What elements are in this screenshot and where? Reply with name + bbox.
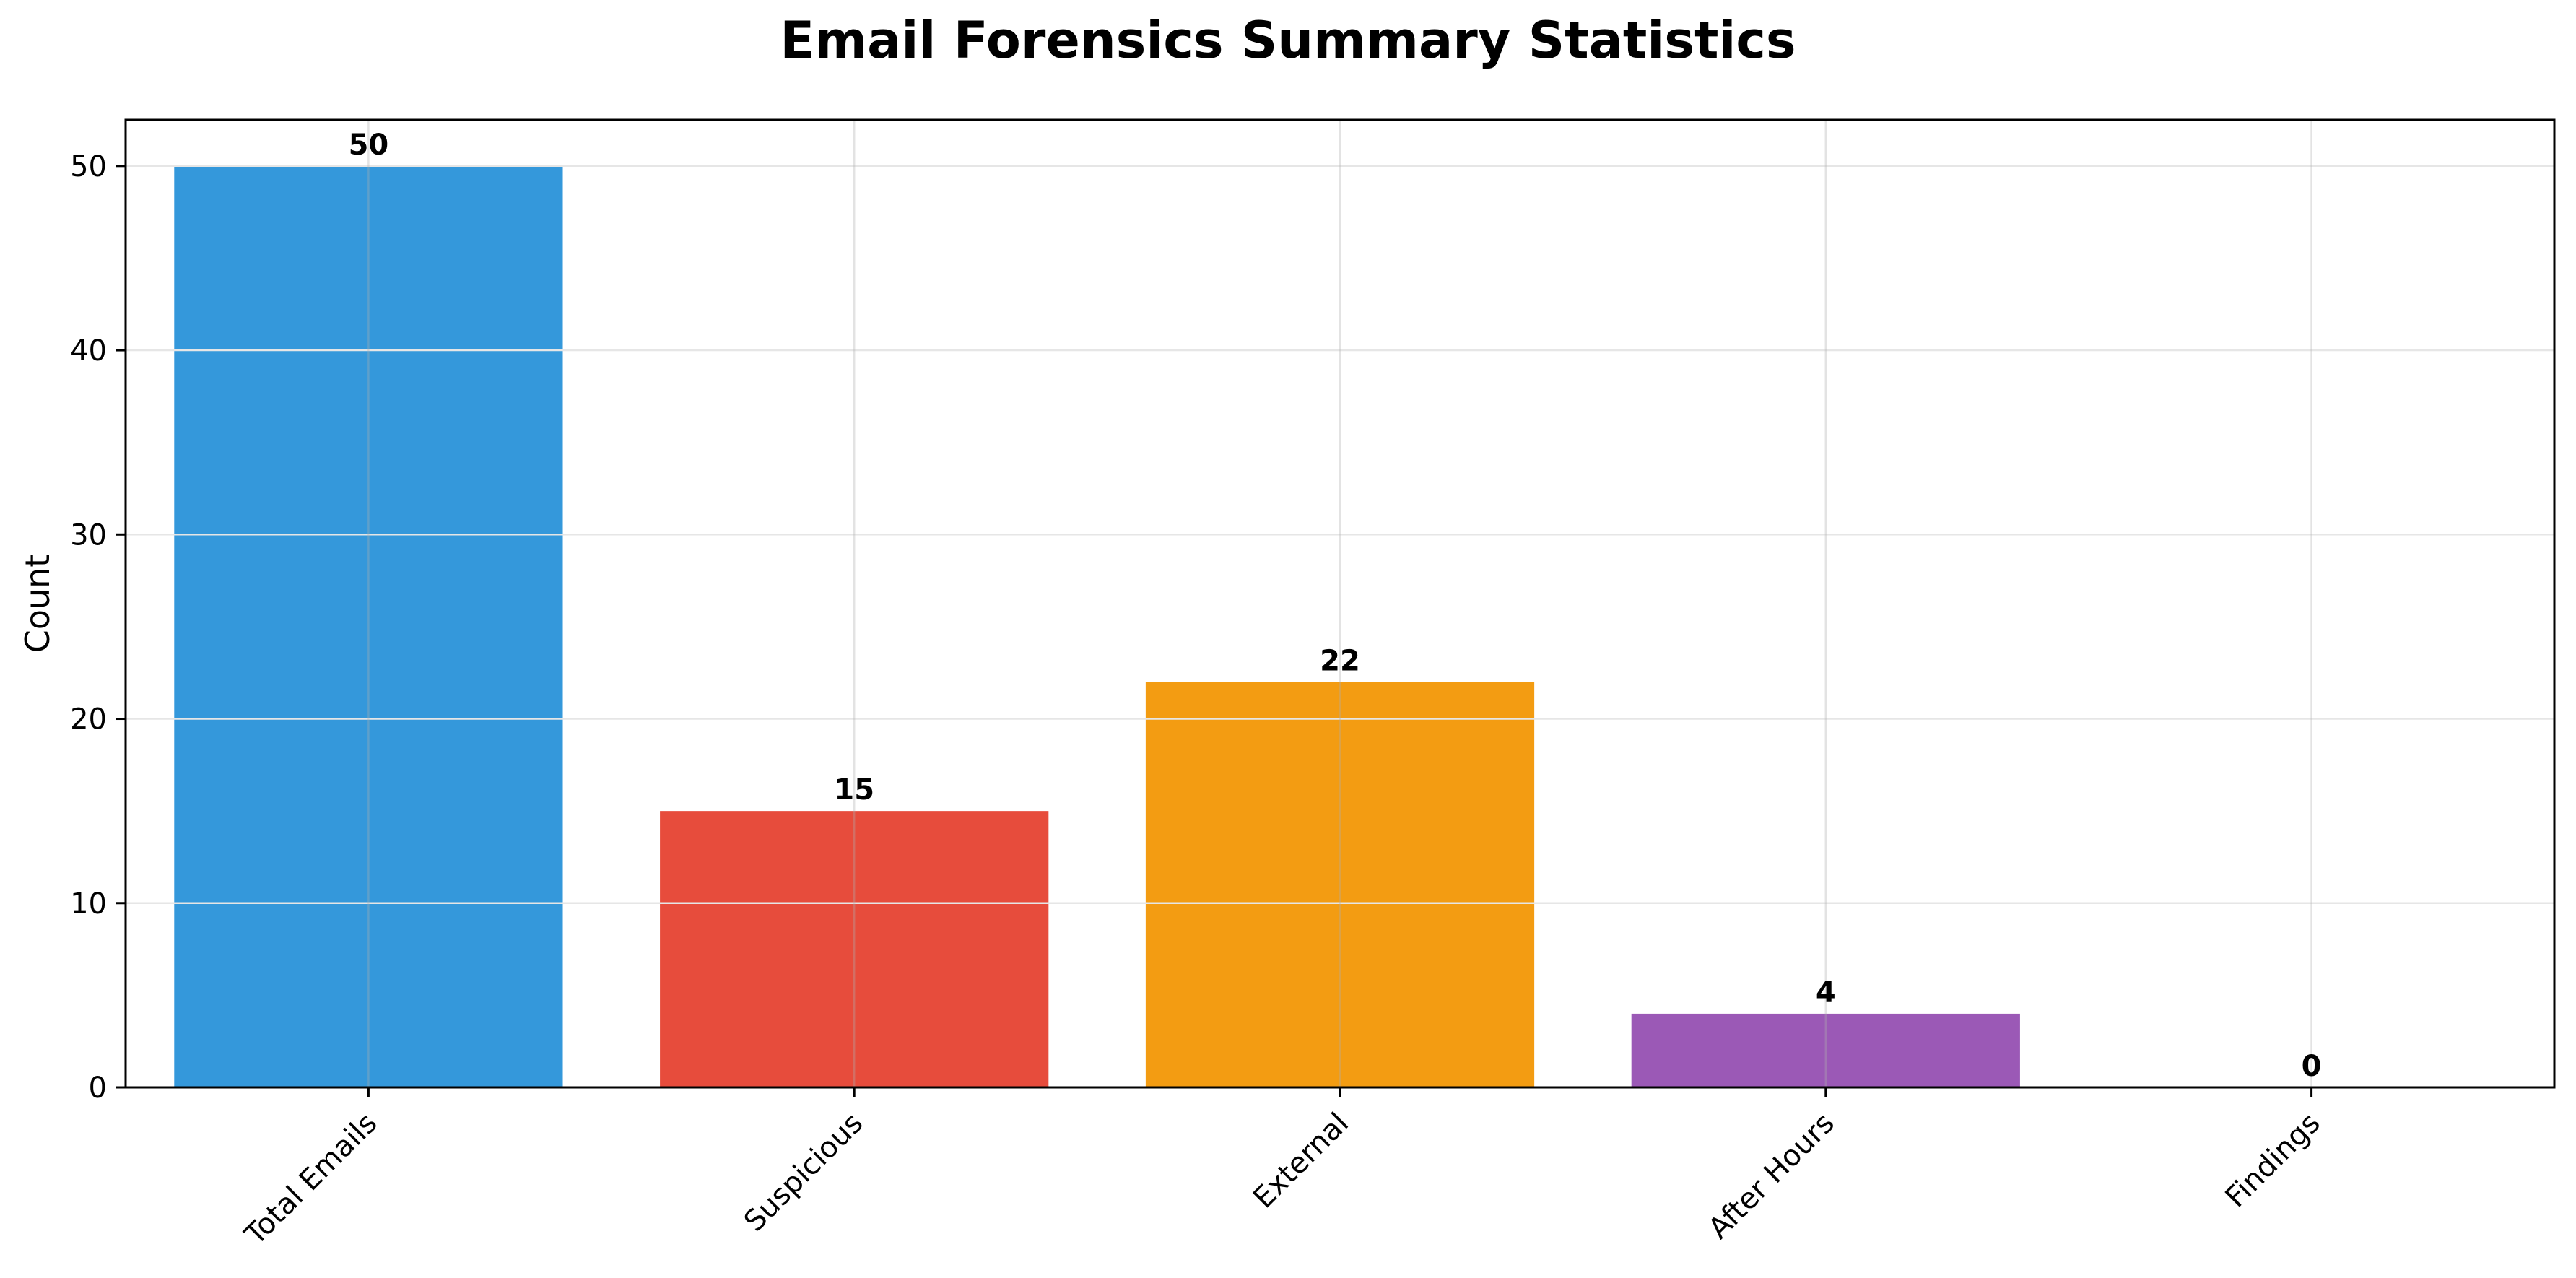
bar [1631, 1013, 2020, 1087]
y-axis-label: Count [18, 555, 57, 653]
bar [1145, 682, 1535, 1087]
bars [174, 165, 2020, 1087]
bar [660, 811, 1049, 1087]
data-label: 15 [834, 773, 874, 807]
data-label: 22 [1320, 644, 1360, 677]
chart-title: Email Forensics Summary Statistics [780, 11, 1796, 70]
y-tick-label: 50 [70, 150, 107, 183]
data-label: 4 [1816, 976, 1836, 1009]
y-tick-label: 30 [70, 518, 107, 552]
y-tick-label: 40 [70, 334, 107, 368]
bar [174, 165, 563, 1087]
gridlines [126, 120, 2554, 1089]
y-tick-label: 10 [70, 887, 107, 921]
data-label: 50 [349, 129, 389, 162]
data-label: 0 [2302, 1050, 2322, 1083]
axes [116, 118, 2556, 1097]
y-tick-label: 20 [70, 703, 107, 736]
y-tick-label: 0 [89, 1071, 107, 1105]
